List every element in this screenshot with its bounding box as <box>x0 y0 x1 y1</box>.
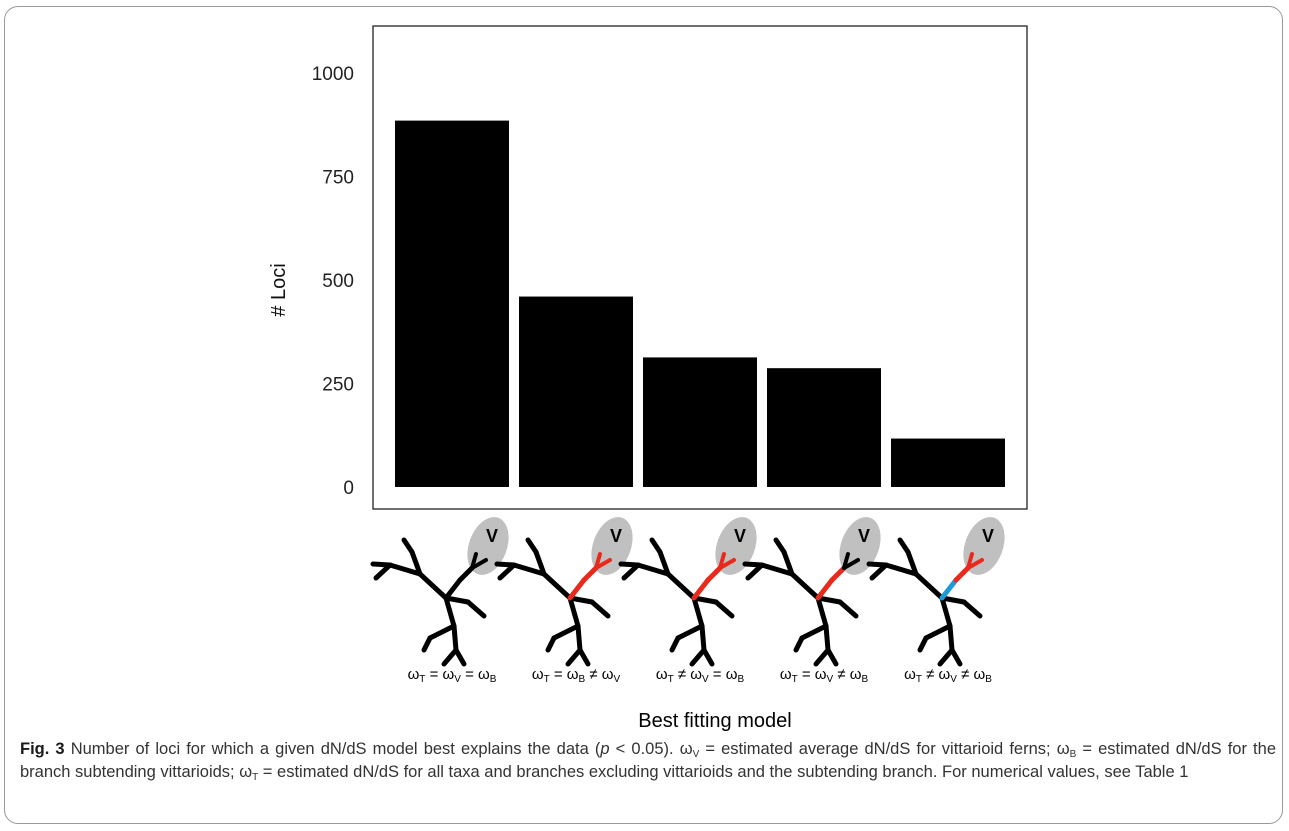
model-label-part: = <box>549 666 567 683</box>
omega-subscript: T <box>915 674 922 685</box>
clade-label: V <box>982 526 994 546</box>
model-label-part: ω <box>725 666 738 683</box>
omega-subscript: V <box>950 674 957 685</box>
model-label-part: ω <box>690 666 702 683</box>
model-label-part: = <box>797 666 815 683</box>
clade-label: V <box>486 526 498 546</box>
clade-label: V <box>610 526 622 546</box>
y-tick-labels: 0 250 500 750 1000 <box>312 64 354 499</box>
model-label-part: ω <box>442 666 455 683</box>
x-axis-title: Best fitting model <box>638 710 792 732</box>
model-label-part: ω <box>779 666 792 683</box>
clade-highlight <box>839 517 881 575</box>
model-label: ωT = ωV ≠ ωB <box>749 666 899 685</box>
tree-icon: V <box>618 517 757 667</box>
omega-subscript: V <box>613 674 621 685</box>
caption-p: p <box>600 740 610 758</box>
omega-subscript: T <box>543 674 550 685</box>
model-label-part: ≠ <box>585 666 602 683</box>
bar <box>891 438 1005 487</box>
caption-fig-label: Fig. 3 <box>20 740 65 758</box>
y-tick-label: 750 <box>322 168 354 189</box>
model-label-part: = <box>425 666 443 683</box>
model-label-part: ω <box>904 666 916 683</box>
y-tick-label: 0 <box>343 478 354 499</box>
clade-label: V <box>858 526 870 546</box>
model-label-part: = <box>460 666 479 683</box>
caption-text-4: = estimated dN/dS for the branch subtend… <box>20 740 1276 781</box>
clade-highlight <box>467 517 509 575</box>
omega-subscript: B <box>489 674 497 685</box>
bar <box>767 368 881 487</box>
tree-icon: V <box>742 517 881 667</box>
y-axis-title: # Loci <box>268 263 290 316</box>
bar <box>395 120 509 488</box>
clade-label: V <box>734 526 746 546</box>
omega-subscript: B <box>737 674 745 685</box>
model-label-part: ω <box>407 666 420 683</box>
model-label-part: ω <box>531 666 544 683</box>
model-label-part: ω <box>655 666 668 683</box>
caption-text-5: = estimated dN/dS for all taxa and branc… <box>258 763 1189 781</box>
tree-icon: V <box>494 517 633 667</box>
model-label-part: ω <box>566 666 579 683</box>
figure-frame <box>4 6 1283 824</box>
omega-subscript: V <box>701 674 709 685</box>
omega-subscript: V <box>454 674 461 685</box>
omega-subscript: T <box>667 674 674 685</box>
omega-subscript: T <box>791 674 798 685</box>
model-label-part: ω <box>849 666 862 683</box>
caption-text-3: = estimated average dN/dS for vittarioid… <box>699 740 1070 758</box>
y-tick-label: 1000 <box>312 64 354 85</box>
tree-icon: V <box>866 517 1005 667</box>
model-label: ωT = ωB ≠ ωV <box>501 666 651 685</box>
omega-subscript: B <box>861 674 869 685</box>
clade-highlight <box>715 517 757 575</box>
model-label: ωT ≠ ωV ≠ ωB <box>873 666 1023 685</box>
tree-icon: V <box>370 517 509 667</box>
omega-subscript: B <box>985 674 992 685</box>
model-label-part: ≠ <box>833 666 850 683</box>
caption-sub-t: T <box>252 772 259 783</box>
clade-highlight <box>591 517 633 575</box>
model-label-part: ω <box>814 666 827 683</box>
y-tick-label: 500 <box>322 271 354 292</box>
omega-subscript: V <box>826 674 834 685</box>
model-label-part: ≠ <box>956 666 974 683</box>
model-label-part: ω <box>478 666 490 683</box>
caption-text-2: < 0.05). ω <box>609 740 693 758</box>
model-label-part: = <box>708 666 726 683</box>
model-label-part: ω <box>973 666 986 683</box>
bar-chart: 0 250 500 750 1000 # Loci V V V V V <box>268 25 1028 667</box>
bars <box>395 120 1005 488</box>
figure-caption: Fig. 3 Number of loci for which a given … <box>20 738 1276 784</box>
y-tick-label: 250 <box>322 375 354 396</box>
bar <box>643 357 757 487</box>
model-label-part: ω <box>938 666 951 683</box>
model-label: ωT = ωV = ωB <box>377 666 527 685</box>
omega-subscript: B <box>578 674 586 685</box>
caption-text-1: Number of loci for which a given dN/dS m… <box>64 740 601 758</box>
model-label-part: ≠ <box>921 666 939 683</box>
model-label-part: ≠ <box>673 666 691 683</box>
caption-sub-v: V <box>692 749 700 760</box>
clade-highlight <box>963 517 1005 575</box>
model-label-part: ω <box>601 666 614 683</box>
model-label: ωT ≠ ωV = ωB <box>625 666 775 685</box>
bar <box>519 296 633 487</box>
caption-sub-b: B <box>1069 749 1077 760</box>
omega-subscript: T <box>419 674 426 685</box>
